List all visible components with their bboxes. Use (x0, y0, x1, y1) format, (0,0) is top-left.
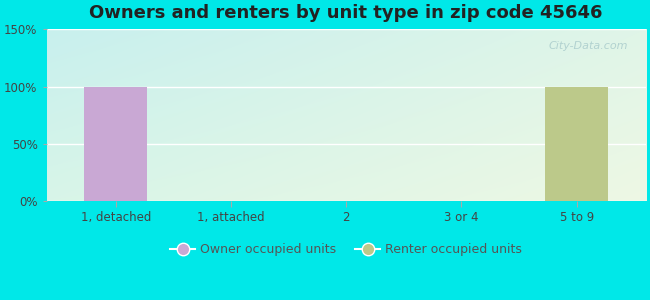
Legend: Owner occupied units, Renter occupied units: Owner occupied units, Renter occupied un… (165, 238, 527, 261)
Text: City-Data.com: City-Data.com (549, 41, 628, 51)
Title: Owners and renters by unit type in zip code 45646: Owners and renters by unit type in zip c… (90, 4, 603, 22)
Bar (84, 86, 148, 201)
Bar (545, 86, 608, 201)
